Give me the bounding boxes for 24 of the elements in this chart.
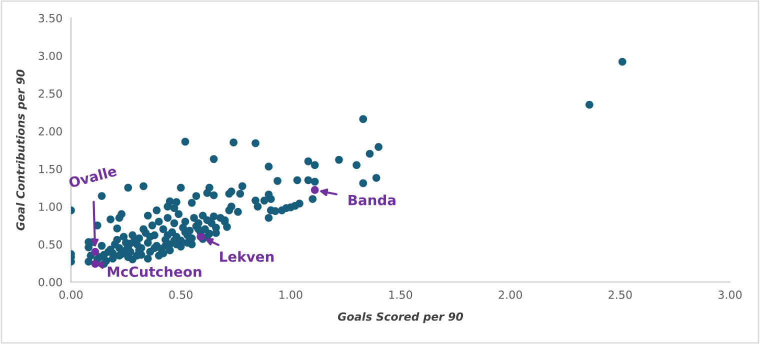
x-tick-label: 1.00	[280, 290, 302, 299]
y-axis-title: Goal Contributions per 90	[16, 70, 27, 230]
y-tick-label: 2.00	[38, 127, 62, 136]
y-tick-label: 2.50	[38, 89, 62, 98]
y-tick-label: 0.50	[38, 240, 62, 249]
y-tick-label: 3.50	[38, 14, 62, 22]
x-tick-label: 0.50	[169, 290, 192, 299]
x-tick-label: 2.00	[498, 290, 522, 299]
y-tick-label: 0.00	[38, 278, 62, 286]
x-tick-label: 0.00	[59, 290, 83, 299]
annotation: Lekven	[220, 251, 274, 262]
y-tick-label: 1.00	[39, 202, 62, 211]
x-tick-label: 2.50	[608, 290, 632, 299]
y-tick-label: 3.00	[38, 52, 62, 60]
point	[196, 232, 205, 241]
x-tick-label: 1.50	[389, 290, 412, 299]
annotation: Banda	[348, 194, 396, 206]
annotation: Ovalle	[68, 165, 118, 188]
point	[310, 186, 319, 194]
x-axis-title: Goals Scored per 90	[338, 312, 464, 323]
y-tick-label: 1.50	[39, 164, 62, 174]
annotation: McCutcheon	[108, 266, 202, 277]
point	[91, 248, 100, 256]
x-tick-label: 3.00	[718, 290, 742, 299]
